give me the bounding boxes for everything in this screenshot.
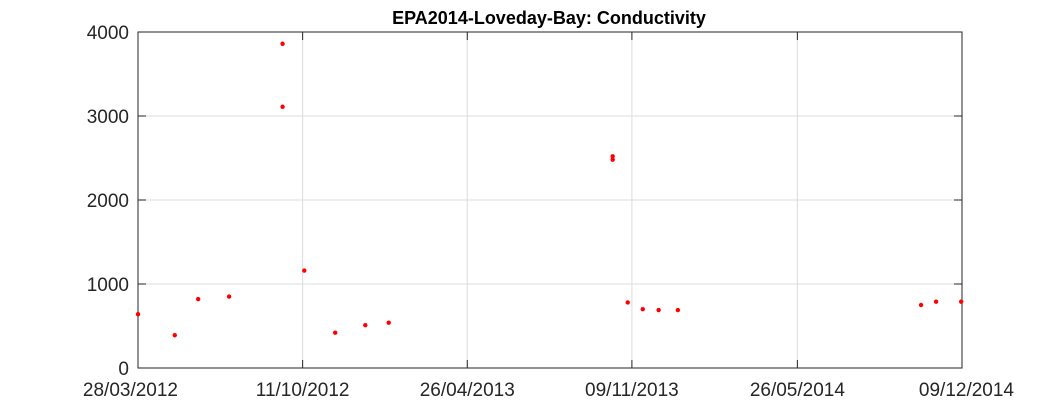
- data-point: [172, 333, 177, 338]
- y-tick-label: 3000: [87, 107, 129, 128]
- data-point: [933, 299, 939, 304]
- y-tick-label: 4000: [87, 23, 129, 44]
- data-point: [386, 320, 391, 325]
- data-point: [640, 307, 645, 312]
- x-tick-label: 09/11/2013: [585, 380, 679, 401]
- data-point: [226, 294, 232, 299]
- x-axis-tick-labels: 28/03/2012 11/10/2012 26/04/2013 09/11/2013…: [83, 380, 1015, 401]
- x-tick-label: 11/10/2012: [256, 380, 350, 401]
- chart-title: EPA2014-Loveday-Bay: Conductivity: [392, 8, 706, 28]
- data-point: [610, 157, 615, 162]
- y-tick-label: 1000: [87, 275, 129, 296]
- data-point: [195, 296, 201, 302]
- data-point: [333, 330, 338, 335]
- data-point: [280, 104, 285, 109]
- data-point: [302, 268, 307, 273]
- data-point: [280, 41, 285, 46]
- y-axis-tick-labels: 0 1000 2000 3000 4000: [87, 23, 129, 380]
- data-point: [135, 312, 141, 317]
- data-point: [675, 307, 681, 313]
- x-tick-label: 09/12/2014: [919, 380, 1015, 401]
- data-point: [610, 154, 615, 159]
- data-point: [363, 322, 368, 328]
- data-point: [918, 302, 924, 308]
- y-tick-label: 2000: [87, 191, 129, 212]
- axis-ticks: [137, 31, 963, 369]
- data-points: [135, 41, 964, 338]
- x-tick-label: 28/03/2012: [83, 380, 178, 401]
- data-point: [958, 299, 964, 304]
- y-tick-label: 0: [118, 359, 129, 380]
- x-tick-label: 26/04/2013: [420, 380, 515, 401]
- data-point: [656, 307, 661, 313]
- grid-lines: [138, 32, 962, 368]
- data-point: [625, 300, 630, 305]
- x-tick-label: 26/05/2014: [750, 380, 846, 401]
